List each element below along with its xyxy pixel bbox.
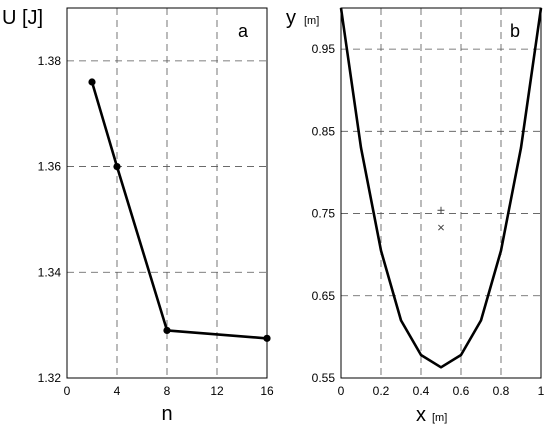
plus-marker (437, 206, 445, 214)
panel-b-x-axis-label: x (416, 404, 426, 426)
panel-b-x-tick-label: 0.8 (493, 384, 510, 398)
panel-a-x-tick-label: 0 (64, 384, 71, 398)
panel-b-grid (341, 8, 541, 378)
panel-a-x-tick-label: 16 (260, 384, 274, 398)
panel-a-x-tick-label: 8 (164, 384, 171, 398)
panel-b-y-tick-label: 0.85 (312, 124, 336, 138)
panel-b-label: b (510, 21, 520, 41)
panel-b-x-tick-label: 0 (338, 384, 345, 398)
panel-b-x-tick-label: 0.2 (373, 384, 390, 398)
panel-a-y-axis-label: U [J] (2, 7, 43, 29)
panel-a-chart: 0 4 8 12 16 1.32 1.34 1.36 1.38 U [J] n a (2, 7, 274, 425)
panel-a-series-line (90, 81, 268, 340)
panel-b-frame (340, 7, 542, 379)
panel-a-data-point (88, 78, 96, 86)
panel-b-x-tick-label: 0.4 (413, 384, 430, 398)
panel-b-y-tick-label: 0.95 (312, 42, 336, 56)
panel-a-grid (67, 8, 267, 378)
panel-a-x-axis-label: n (161, 403, 172, 425)
panel-a-label: a (238, 21, 249, 41)
cross-marker-stroke (438, 224, 444, 231)
panel-a-tick-labels: 0 4 8 12 16 1.32 1.34 1.36 1.38 (38, 54, 274, 398)
panel-a-x-tick-label: 4 (114, 384, 121, 398)
panel-a-y-tick-label: 1.34 (38, 265, 62, 279)
panel-b-y-axis-label: y (286, 7, 296, 29)
panel-b-y-tick-label: 0.75 (312, 207, 336, 221)
panel-a-y-tick-label: 1.36 (38, 160, 62, 174)
cross-marker (438, 224, 444, 231)
panel-a-points (88, 78, 271, 342)
panel-a-x-tick-label: 12 (210, 384, 224, 398)
panel-b-x-tick-label: 0.6 (453, 384, 470, 398)
panel-b-series-line (339, 7, 543, 369)
panel-a-data-point (263, 334, 271, 342)
panel-b-x-tick-label: 1 (538, 384, 545, 398)
panel-b-chart: 0 0.2 0.4 0.6 0.8 1 0.55 0.65 0.75 0.85 0.95 y [m]… (286, 7, 545, 426)
panel-b-x-axis-unit: [m] (432, 412, 447, 424)
panel-a-data-point (163, 326, 171, 335)
panel-a-data-point (113, 162, 121, 171)
panel-a-y-tick-label: 1.32 (38, 371, 62, 385)
panel-b-y-tick-label: 0.65 (312, 289, 336, 303)
panel-b-y-axis-unit: [m] (304, 15, 319, 27)
panel-b-y-tick-label: 0.55 (312, 371, 336, 385)
panel-a-y-tick-label: 1.38 (38, 54, 62, 68)
panel-a-frame (66, 7, 268, 379)
panel-b-tick-labels: 0 0.2 0.4 0.6 0.8 1 0.55 0.65 0.75 0.85 0.95 (312, 42, 545, 398)
panel-b-point-markers (437, 206, 445, 231)
